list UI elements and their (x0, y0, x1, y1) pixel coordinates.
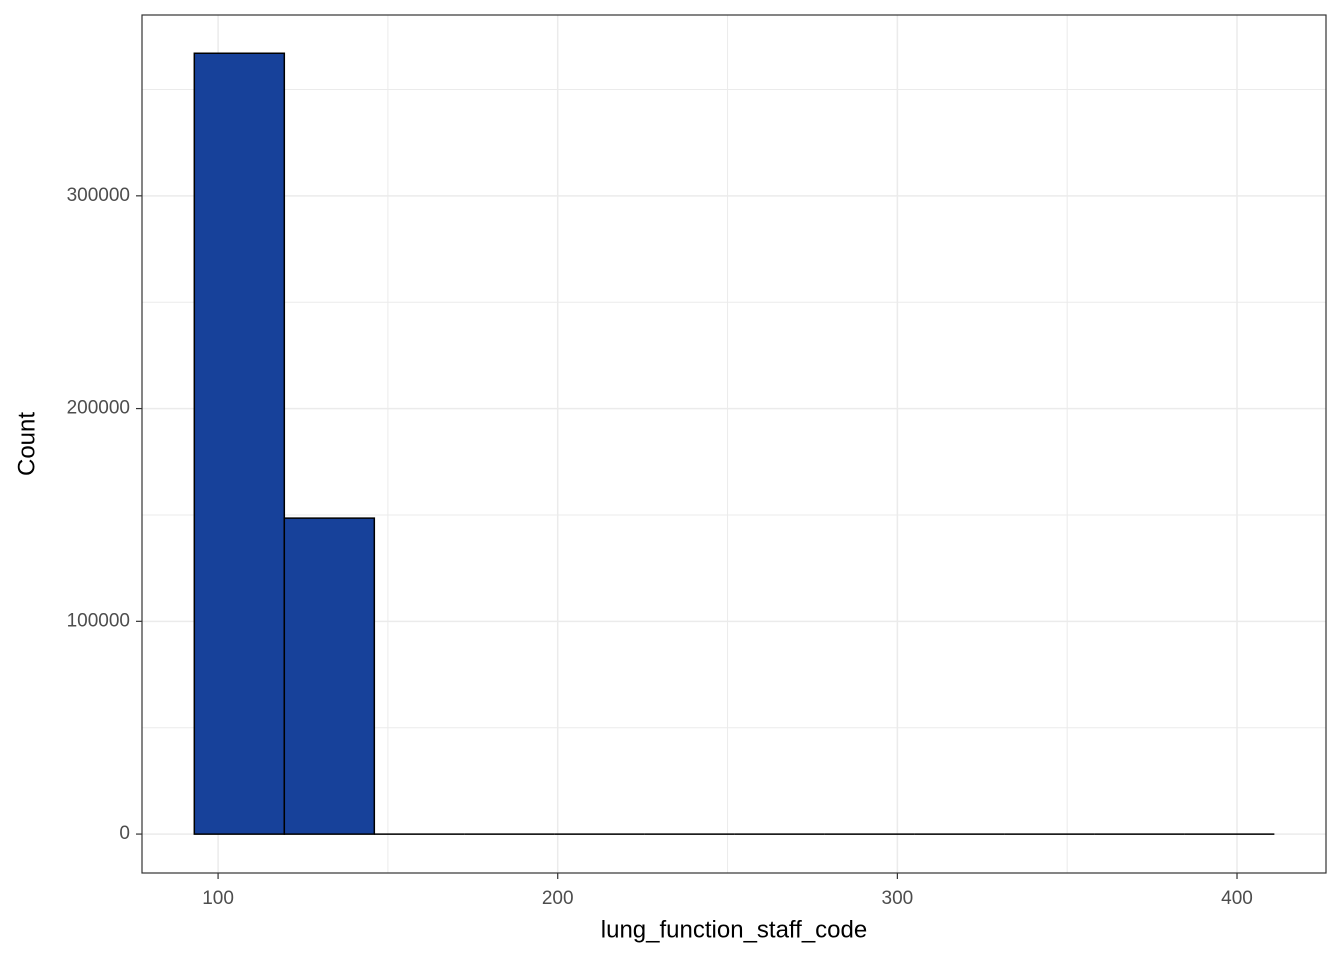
x-tick-label: 200 (542, 888, 574, 909)
y-tick-label: 100000 (67, 610, 130, 631)
bar (193, 52, 286, 835)
y-tick-label: 0 (119, 823, 130, 844)
y-axis-title: Count (13, 412, 40, 476)
y-tick-label: 200000 (67, 398, 130, 419)
x-tick-label: 100 (202, 888, 234, 909)
y-tick-label: 300000 (67, 185, 130, 206)
x-tick-label: 400 (1221, 888, 1253, 909)
panel-border (141, 14, 1327, 874)
x-tick-label: 300 (882, 888, 914, 909)
bar (283, 517, 376, 835)
x-axis-title: lung_function_staff_code (601, 916, 867, 943)
